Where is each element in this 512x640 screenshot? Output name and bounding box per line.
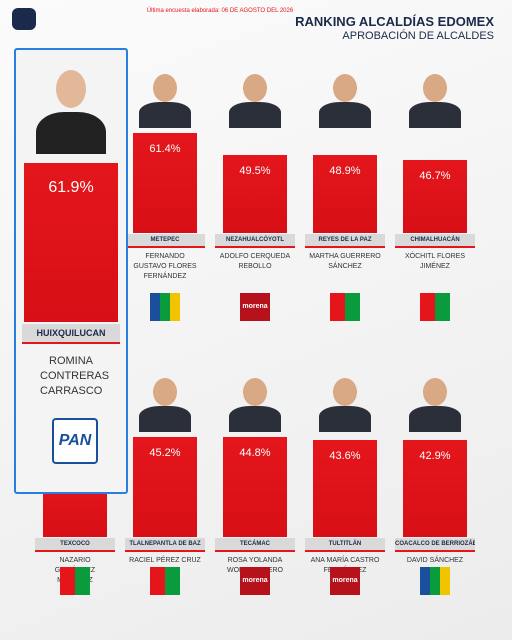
photo xyxy=(315,374,375,432)
title: RANKING ALCALDÍAS EDOMEX xyxy=(295,14,494,29)
featured-card: 61.9% HUIXQUILUCAN ROMINA CONTRERAS CARR… xyxy=(14,48,128,494)
photo xyxy=(405,70,465,128)
party-logo xyxy=(150,567,180,595)
party-logo xyxy=(330,293,360,321)
municipality: METEPEC xyxy=(125,234,205,246)
value-bar: 42.9% xyxy=(403,440,467,537)
party-logo xyxy=(150,293,180,321)
featured-municipality: HUIXQUILUCAN xyxy=(22,324,120,342)
municipality: TEXCOCO xyxy=(35,538,115,550)
name: MARTHA GUERRERO SÁNCHEZ xyxy=(309,253,381,270)
party-logo xyxy=(420,293,450,321)
party-logo: morena xyxy=(240,567,270,595)
party-logo xyxy=(420,567,450,595)
municipality: NEZAHUALCÓYOTL xyxy=(215,234,295,246)
party-logo: morena xyxy=(240,293,270,321)
name: ADOLFO CERQUEDA REBOLLO xyxy=(219,253,291,270)
photo xyxy=(225,70,285,128)
name: FERNANDO GUSTAVO FLORES FERNÁNDEZ xyxy=(133,253,197,280)
photo xyxy=(225,374,285,432)
value-bar: 44.8% xyxy=(223,437,287,537)
photo xyxy=(405,374,465,432)
municipality: TECÁMAC xyxy=(215,538,295,550)
name: XÓCHITL FLORES JIMÉNEZ xyxy=(404,253,466,270)
value-bar: 48.9% xyxy=(313,155,377,233)
value-bar: 49.5% xyxy=(223,155,287,233)
value-bar: 43.6% xyxy=(313,440,377,537)
value-bar: 45.2% xyxy=(133,437,197,537)
featured-name: ROMINA CONTRERAS CARRASCO xyxy=(40,355,110,397)
party-logo: morena xyxy=(330,567,360,595)
municipality: COACALCO DE BERRIOZÁBAL xyxy=(395,538,475,550)
value-bar: 46.7% xyxy=(403,160,467,233)
value-bar: 61.4% xyxy=(133,133,197,233)
photo xyxy=(315,70,375,128)
party-logo: PAN xyxy=(52,418,98,464)
photo xyxy=(135,70,195,128)
photo xyxy=(135,374,195,432)
logo xyxy=(12,8,36,30)
municipality: TULTITLÁN xyxy=(305,538,385,550)
photo xyxy=(36,62,106,154)
party-logo xyxy=(60,567,90,595)
subtitle: APROBACIÓN DE ALCALDES xyxy=(342,30,494,42)
note: Última encuesta elaborada: 06 DE AGOSTO … xyxy=(146,8,294,14)
municipality: REYES DE LA PAZ xyxy=(305,234,385,246)
featured-value: 61.9% xyxy=(24,163,118,322)
name: RACIEL PÉREZ CRUZ xyxy=(129,557,201,564)
municipality: TLALNEPANTLA DE BAZ xyxy=(125,538,205,550)
municipality: CHIMALHUACÁN xyxy=(395,234,475,246)
